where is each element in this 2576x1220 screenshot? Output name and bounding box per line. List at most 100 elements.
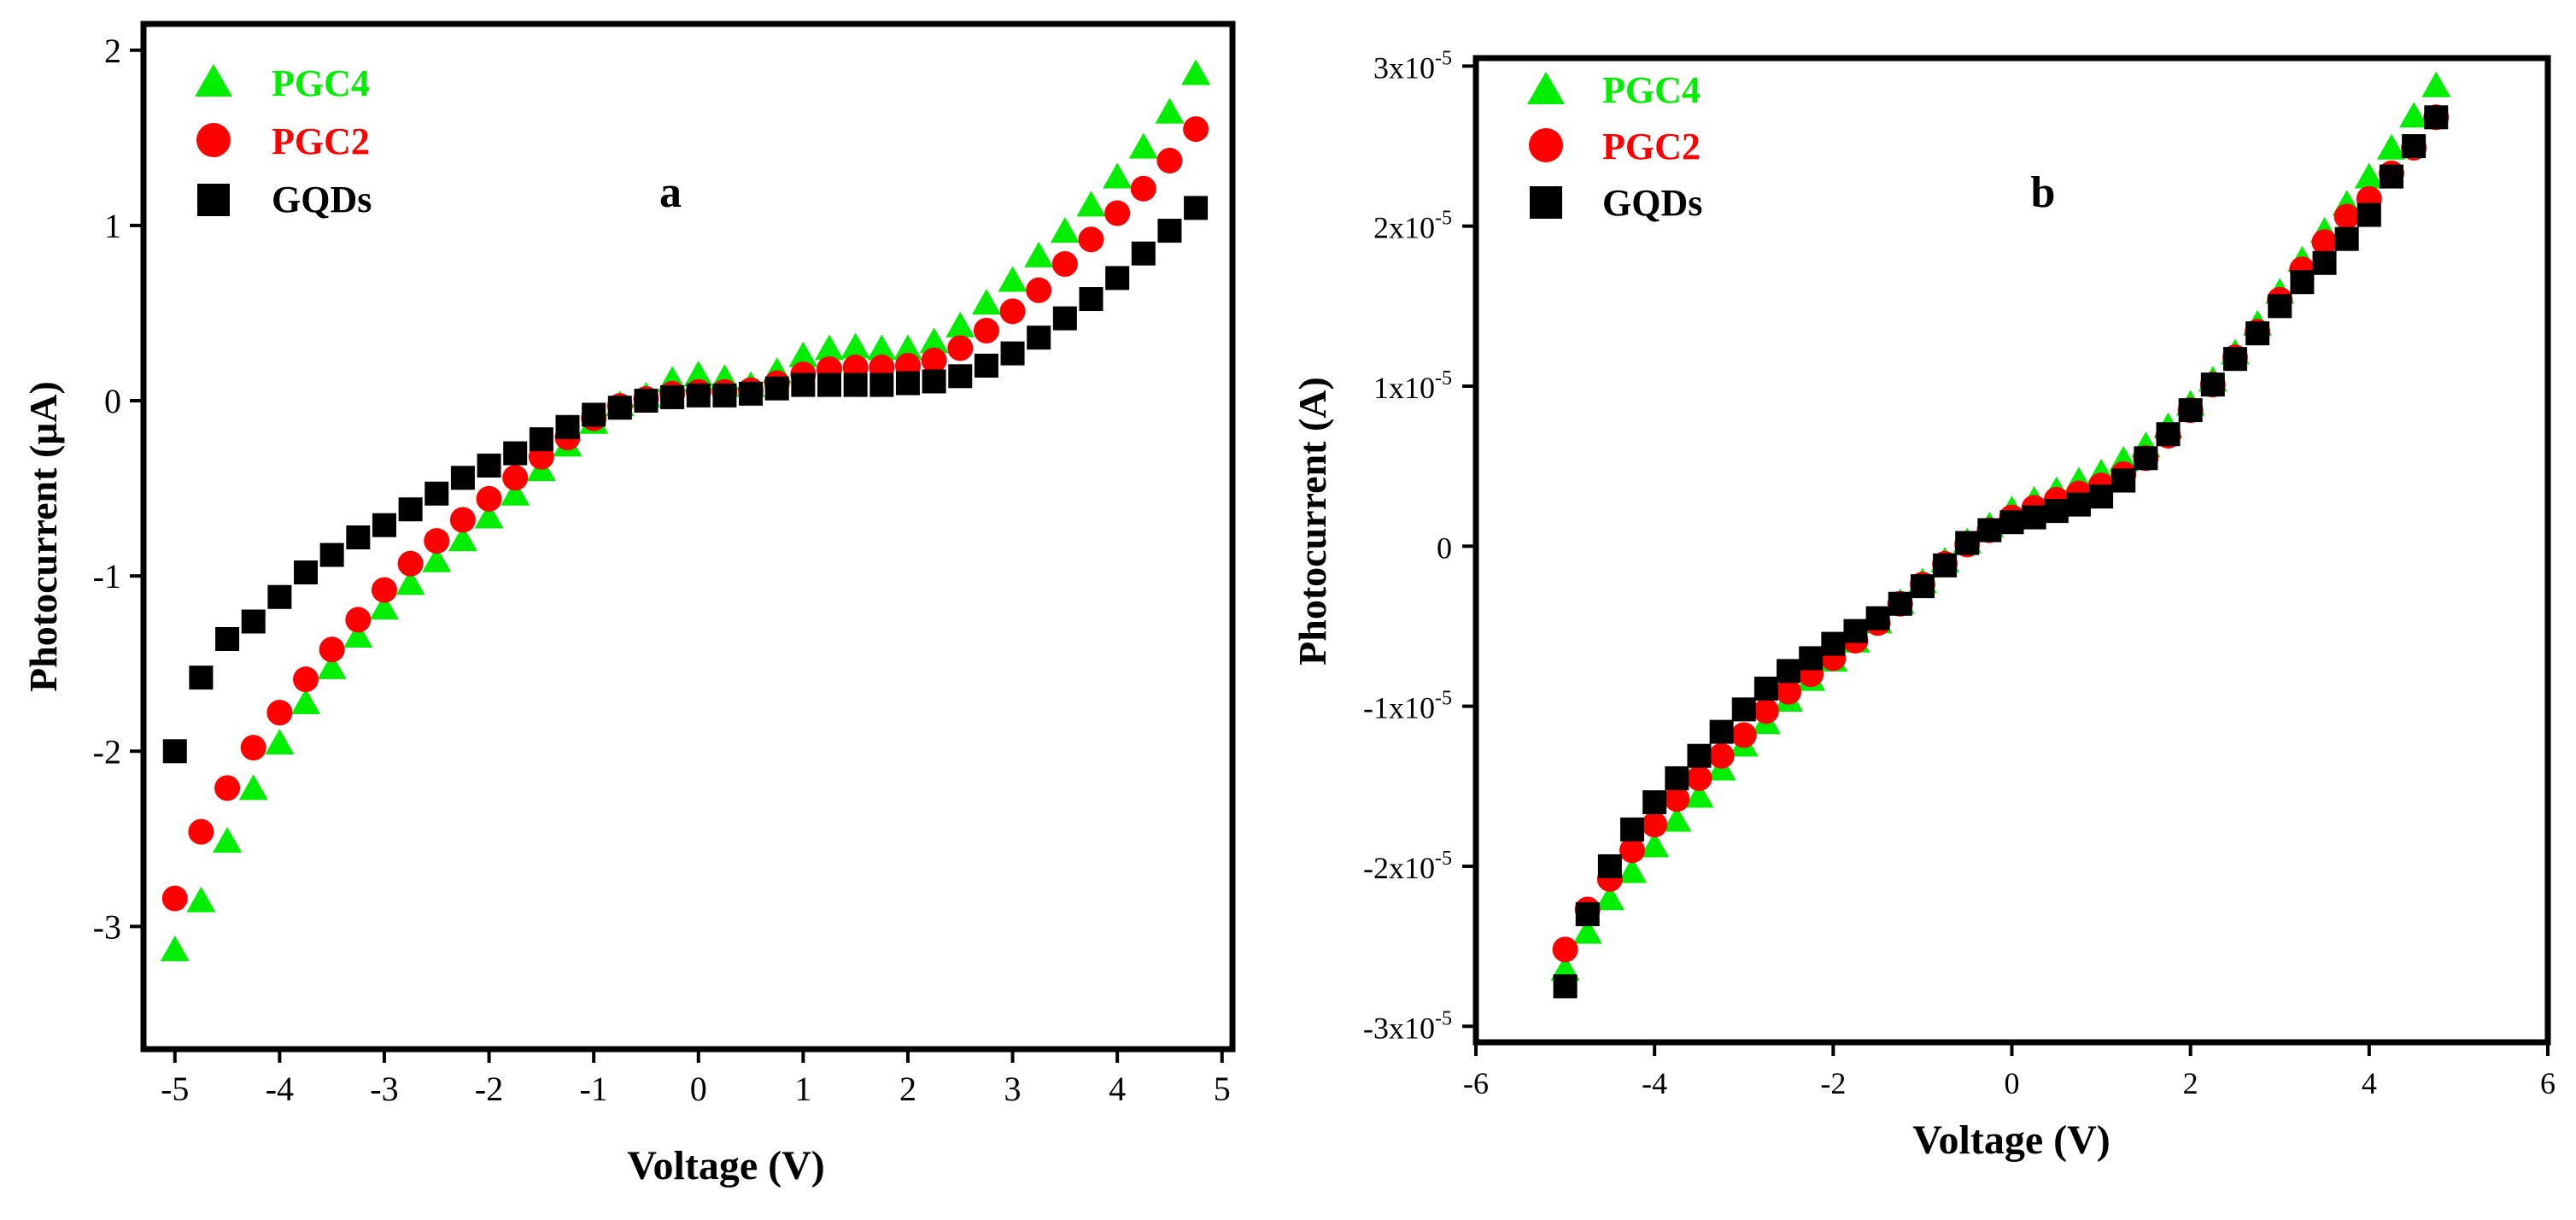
panel-a-point-pgc4 xyxy=(213,826,243,853)
panel-a-point-pgc2 xyxy=(921,347,947,373)
panel-b-x-tick-label: 4 xyxy=(2362,1066,2377,1100)
panel-b-legend-label-pgc4: PGC4 xyxy=(1602,69,1701,111)
panel-a-point-gqds xyxy=(319,543,344,567)
panel-b-point-gqds xyxy=(2178,398,2203,423)
panel-b-y-tick-label: 3x10-5 xyxy=(1373,47,1452,85)
panel-a-point-pgc2 xyxy=(424,528,450,554)
panel-b-legend-marker-gqds xyxy=(1530,186,1562,219)
panel-b-point-gqds xyxy=(2312,250,2337,275)
panel-a-point-pgc2 xyxy=(1026,277,1052,303)
panel-b-x-tick-label: -6 xyxy=(1463,1066,1489,1100)
panel-a-point-gqds xyxy=(869,372,894,397)
panel-b: -6 -4 -2 0 2 4 6 -3x10-5-2x10-5-1x10-501x10-52… xyxy=(1291,47,2556,1163)
tick-label-exponent: -5 xyxy=(1435,1007,1452,1029)
panel-a-x-tick-label: -2 xyxy=(475,1070,503,1108)
panel-a-point-gqds xyxy=(503,441,528,466)
panel-a-point-pgc2 xyxy=(345,607,372,633)
panel-a-point-pgc4 xyxy=(840,332,870,359)
panel-a-x-tick-label: -5 xyxy=(161,1070,189,1108)
panel-a-point-pgc4 xyxy=(683,361,713,387)
panel-a-point-pgc2 xyxy=(1183,116,1209,143)
panel-a-point-gqds xyxy=(764,376,789,401)
panel-a-point-gqds xyxy=(1131,241,1156,266)
panel-b-point-pgc4 xyxy=(1572,918,1602,944)
panel-b-y-tick-label: 1x10-5 xyxy=(1373,367,1452,405)
panel-a-point-pgc2 xyxy=(476,485,502,512)
panel-b-point-gqds xyxy=(2290,270,2315,295)
panel-b-point-pgc2 xyxy=(1730,722,1757,748)
tick-label-exponent: -5 xyxy=(1435,367,1452,390)
panel-b-point-pgc2 xyxy=(1664,786,1690,812)
panel-a-point-pgc4 xyxy=(1155,97,1185,124)
panel-a-point-pgc4 xyxy=(1103,162,1133,189)
panel-b-point-pgc4 xyxy=(2399,102,2429,128)
panel-a-point-pgc2 xyxy=(502,465,529,491)
panel-b-point-gqds xyxy=(2200,372,2225,397)
panel-a-y-axis: -3 -2 -1 0 1 2 xyxy=(93,32,143,946)
panel-a-point-pgc4 xyxy=(998,266,1027,292)
panel-a-point-pgc4 xyxy=(343,621,373,648)
panel-a-point-gqds xyxy=(634,389,659,414)
panel-a-point-pgc4 xyxy=(1024,241,1054,267)
panel-a-point-gqds xyxy=(398,497,423,522)
panel-b-point-pgc4 xyxy=(2421,71,2451,97)
panel-a-point-pgc2 xyxy=(449,507,476,533)
panel-b-point-gqds xyxy=(2245,321,2270,346)
panel-a-point-gqds xyxy=(1157,219,1182,243)
panel-a-point-gqds xyxy=(267,584,292,609)
panel-a-point-gqds xyxy=(294,560,319,585)
panel-a-point-pgc4 xyxy=(265,729,295,755)
panel-a-point-gqds xyxy=(555,414,580,439)
panel-a-point-pgc4 xyxy=(1128,132,1158,159)
panel-a-point-gqds xyxy=(607,396,632,420)
panel-a-legend-label-pgc4: PGC4 xyxy=(272,62,370,104)
panel-a-point-pgc2 xyxy=(240,735,266,761)
panel-b-legend-marker-pgc4 xyxy=(1527,72,1565,104)
panel-a-point-pgc2 xyxy=(319,636,345,663)
panel-a-point-pgc2 xyxy=(214,775,241,801)
panel-a-point-pgc4 xyxy=(369,594,399,620)
panel-a-x-tick-label: -4 xyxy=(266,1070,294,1108)
panel-a-point-pgc2 xyxy=(1156,148,1183,173)
panel-b-legend-label-pgc2: PGC2 xyxy=(1602,126,1701,167)
panel-a-y-tick-label: 1 xyxy=(104,207,121,245)
panel-a-y-tick-label: 2 xyxy=(104,32,121,70)
panel-a-point-pgc2 xyxy=(161,885,188,912)
panel-b-point-pgc4 xyxy=(2354,162,2384,189)
panel-b-y-tick-label: -2x10-5 xyxy=(1363,848,1452,885)
panel-a-point-gqds xyxy=(372,513,396,537)
panel-a-point-gqds xyxy=(791,372,816,397)
panel-b-point-gqds xyxy=(2222,347,2247,372)
panel-b-legend-label-gqds: GQDs xyxy=(1602,182,1702,224)
panel-b-point-gqds xyxy=(1553,974,1578,999)
tick-label-base: 2x10 xyxy=(1373,211,1435,245)
panel-b-point-pgc4 xyxy=(2376,133,2406,160)
panel-a-legend-label-pgc2: PGC2 xyxy=(272,120,370,162)
panel-a-point-pgc4 xyxy=(317,653,347,679)
panel-b-point-gqds xyxy=(1777,659,1801,683)
panel-b-y-tick-label: 0 xyxy=(1437,531,1452,565)
panel-b-point-gqds xyxy=(2334,226,2359,251)
panel-b-plot-area xyxy=(1550,71,2451,999)
panel-b-y-tick-label: -3x10-5 xyxy=(1363,1007,1452,1045)
panel-a-point-pgc2 xyxy=(1051,251,1078,278)
panel-b-point-gqds xyxy=(2356,202,2381,227)
panel-a-point-pgc2 xyxy=(947,335,974,361)
panel-b-point-gqds xyxy=(2156,422,2181,447)
panel-b-y-tick-label: 2x10-5 xyxy=(1373,208,1452,245)
panel-a-point-gqds xyxy=(424,481,449,506)
panel-a-point-pgc4 xyxy=(919,327,949,354)
panel-b-point-pgc2 xyxy=(2311,229,2338,255)
panel-a-y-tick-label: 0 xyxy=(104,382,121,420)
panel-a-point-pgc4 xyxy=(788,341,818,367)
panel-a-point-pgc2 xyxy=(973,317,999,343)
panel-a-point-gqds xyxy=(241,609,266,634)
tick-label-exponent: -5 xyxy=(1435,208,1452,230)
panel-a-series-gqds xyxy=(162,196,1209,764)
panel-a-point-pgc4 xyxy=(1181,59,1211,85)
panel-a-point-pgc4 xyxy=(474,502,504,529)
panel-a-point-gqds xyxy=(529,427,553,452)
